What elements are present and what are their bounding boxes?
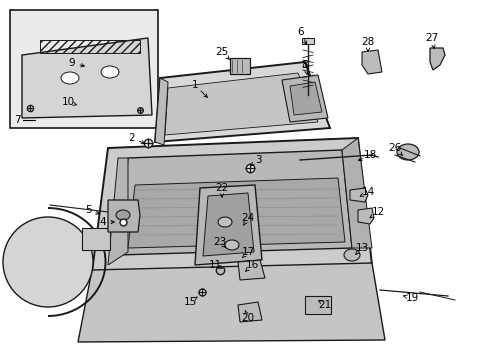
Text: 10: 10 xyxy=(61,97,74,107)
Text: 12: 12 xyxy=(370,207,384,217)
Text: 21: 21 xyxy=(318,300,331,310)
Text: 14: 14 xyxy=(361,187,374,197)
Text: 17: 17 xyxy=(241,247,254,257)
Ellipse shape xyxy=(101,66,119,78)
Polygon shape xyxy=(155,78,168,145)
Polygon shape xyxy=(361,50,381,74)
Text: 25: 25 xyxy=(215,47,228,57)
Polygon shape xyxy=(22,38,152,118)
Bar xyxy=(302,38,313,44)
Polygon shape xyxy=(289,82,321,115)
Text: 2: 2 xyxy=(128,133,135,143)
Text: 22: 22 xyxy=(215,183,228,193)
Text: 11: 11 xyxy=(208,260,221,270)
Text: 26: 26 xyxy=(387,143,401,153)
Polygon shape xyxy=(128,178,345,248)
Polygon shape xyxy=(349,188,367,202)
Polygon shape xyxy=(108,200,140,232)
Circle shape xyxy=(3,217,93,307)
Polygon shape xyxy=(238,302,262,322)
Bar xyxy=(229,58,249,74)
Polygon shape xyxy=(357,208,373,224)
Ellipse shape xyxy=(343,249,359,261)
Text: 19: 19 xyxy=(405,293,418,303)
Polygon shape xyxy=(164,73,317,135)
Text: 5: 5 xyxy=(84,205,91,215)
Polygon shape xyxy=(238,260,264,280)
Polygon shape xyxy=(429,48,444,70)
Text: 3: 3 xyxy=(254,155,261,165)
Text: 15: 15 xyxy=(183,297,196,307)
Text: 13: 13 xyxy=(355,243,368,253)
Text: 24: 24 xyxy=(241,213,254,223)
Polygon shape xyxy=(195,185,262,265)
Polygon shape xyxy=(203,193,253,256)
Text: 7: 7 xyxy=(14,115,20,125)
Ellipse shape xyxy=(224,240,239,250)
Polygon shape xyxy=(282,75,327,122)
Polygon shape xyxy=(155,62,329,142)
Text: 27: 27 xyxy=(425,33,438,43)
Text: 20: 20 xyxy=(241,313,254,323)
Text: 9: 9 xyxy=(68,58,75,68)
Text: 16: 16 xyxy=(245,260,258,270)
Bar xyxy=(305,296,330,314)
Text: 8: 8 xyxy=(301,60,307,70)
Text: 23: 23 xyxy=(213,237,226,247)
Ellipse shape xyxy=(61,72,79,84)
Polygon shape xyxy=(78,263,384,342)
Text: 1: 1 xyxy=(191,80,198,90)
Polygon shape xyxy=(92,138,371,272)
Polygon shape xyxy=(108,158,128,265)
Ellipse shape xyxy=(396,144,418,160)
Polygon shape xyxy=(341,138,371,248)
Text: 6: 6 xyxy=(297,27,304,37)
Text: 18: 18 xyxy=(363,150,376,160)
Bar xyxy=(82,228,110,250)
Text: 4: 4 xyxy=(100,217,106,227)
Polygon shape xyxy=(118,150,351,255)
Bar xyxy=(10,10,158,128)
Text: 28: 28 xyxy=(361,37,374,47)
Ellipse shape xyxy=(116,210,130,220)
Ellipse shape xyxy=(218,217,231,227)
Bar xyxy=(40,40,140,53)
